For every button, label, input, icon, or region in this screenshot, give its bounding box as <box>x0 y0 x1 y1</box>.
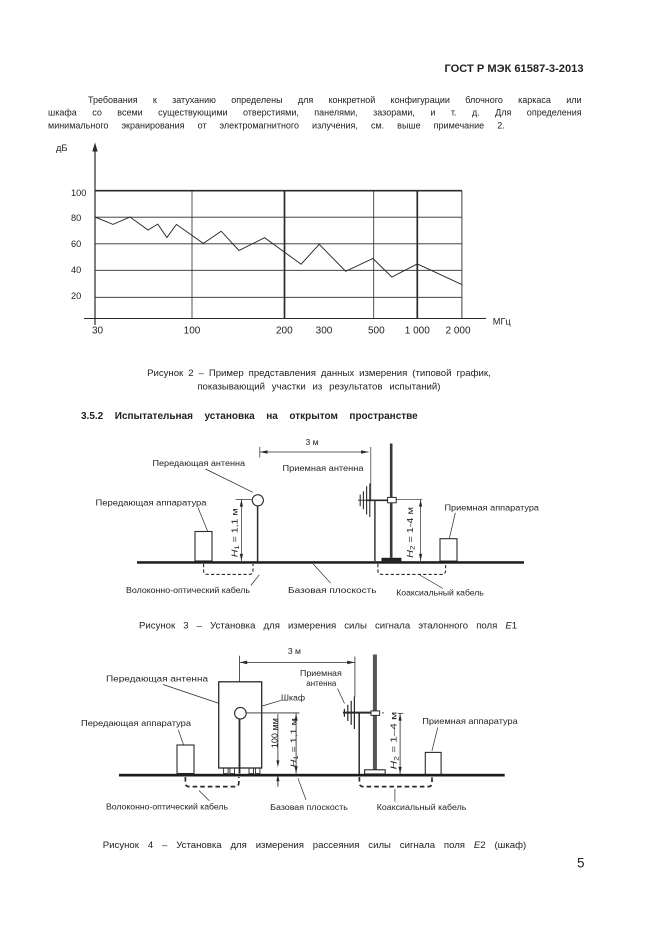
svg-text:Н2 = 1–4 м: Н2 = 1–4 м <box>389 711 401 769</box>
svg-text:дБ: дБ <box>56 143 68 153</box>
svg-text:100: 100 <box>71 188 86 198</box>
svg-text:Передающая антенна: Передающая антенна <box>153 458 246 468</box>
svg-text:Передающая аппаратура: Передающая аппаратура <box>96 498 207 508</box>
svg-text:40: 40 <box>71 265 81 275</box>
svg-text:антенна: антенна <box>306 678 336 688</box>
svg-text:показывающий участки из резуль: показывающий участки из результатов испы… <box>197 382 440 393</box>
svg-text:60: 60 <box>71 239 81 249</box>
svg-text:Приемная аппаратура: Приемная аппаратура <box>422 716 518 726</box>
svg-text:Передающая антенна: Передающая антенна <box>106 674 208 684</box>
svg-text:ГОСТ Р МЭК 61587-3-2013: ГОСТ Р МЭК 61587-3-2013 <box>445 63 584 75</box>
svg-text:Рисунок 2 – Пример представлен: Рисунок 2 – Пример представления данных … <box>147 368 491 379</box>
svg-text:5: 5 <box>577 856 585 871</box>
svg-text:Приемная антенна: Приемная антенна <box>283 463 364 473</box>
svg-text:Н1 = 1,1 м: Н1 = 1,1 м <box>229 508 241 557</box>
svg-text:Коаксиальный кабель: Коаксиальный кабель <box>396 588 484 598</box>
svg-text:Базовая плоскость: Базовая плоскость <box>270 802 348 812</box>
svg-text:Требования к затуханию определ: Требования к затуханию определены для ко… <box>88 95 582 105</box>
svg-text:минимального экранирования от: минимального экранирования от электромаг… <box>48 121 505 131</box>
svg-text:Приемная: Приемная <box>300 668 342 678</box>
svg-text:100: 100 <box>184 325 201 336</box>
svg-text:2 000: 2 000 <box>445 325 470 336</box>
svg-text:3 м: 3 м <box>305 437 318 447</box>
svg-text:3.5.2 Испытательная установка: 3.5.2 Испытательная установка на открыто… <box>81 411 418 422</box>
svg-text:Н1 = 1,1 м: Н1 = 1,1 м <box>289 718 301 767</box>
svg-text:МГц: МГц <box>493 317 512 327</box>
svg-text:500: 500 <box>368 325 385 336</box>
svg-text:300: 300 <box>316 325 333 336</box>
svg-text:Волоконно-оптический кабель: Волоконно-оптический кабель <box>106 801 229 811</box>
svg-text:30: 30 <box>92 325 104 336</box>
svg-text:200: 200 <box>276 325 293 336</box>
svg-text:Н2 = 1-4 м: Н2 = 1-4 м <box>405 507 417 558</box>
svg-text:80: 80 <box>71 213 81 223</box>
svg-text:20: 20 <box>71 291 81 301</box>
svg-text:Коаксиальный кабель: Коаксиальный кабель <box>377 802 467 812</box>
svg-text:шкафа со всеми существующими о: шкафа со всеми существующими отверстиями… <box>48 107 582 117</box>
svg-text:Рисунок 4 – Установка для изме: Рисунок 4 – Установка для измерения расс… <box>103 840 526 851</box>
svg-text:Шкаф: Шкаф <box>281 693 305 703</box>
svg-text:Волоконно-оптический кабель: Волоконно-оптический кабель <box>126 585 251 595</box>
svg-text:Передающая аппаратура: Передающая аппаратура <box>81 718 191 728</box>
svg-text:100 мм: 100 мм <box>270 718 280 748</box>
svg-text:Базовая плоскость: Базовая плоскость <box>288 585 377 595</box>
svg-text:1 000: 1 000 <box>405 325 430 336</box>
svg-text:Приемная аппаратура: Приемная аппаратура <box>445 502 540 512</box>
svg-text:3 м: 3 м <box>288 646 301 656</box>
svg-text:Рисунок 3 – Установка для изме: Рисунок 3 – Установка для измерения силы… <box>139 620 517 631</box>
